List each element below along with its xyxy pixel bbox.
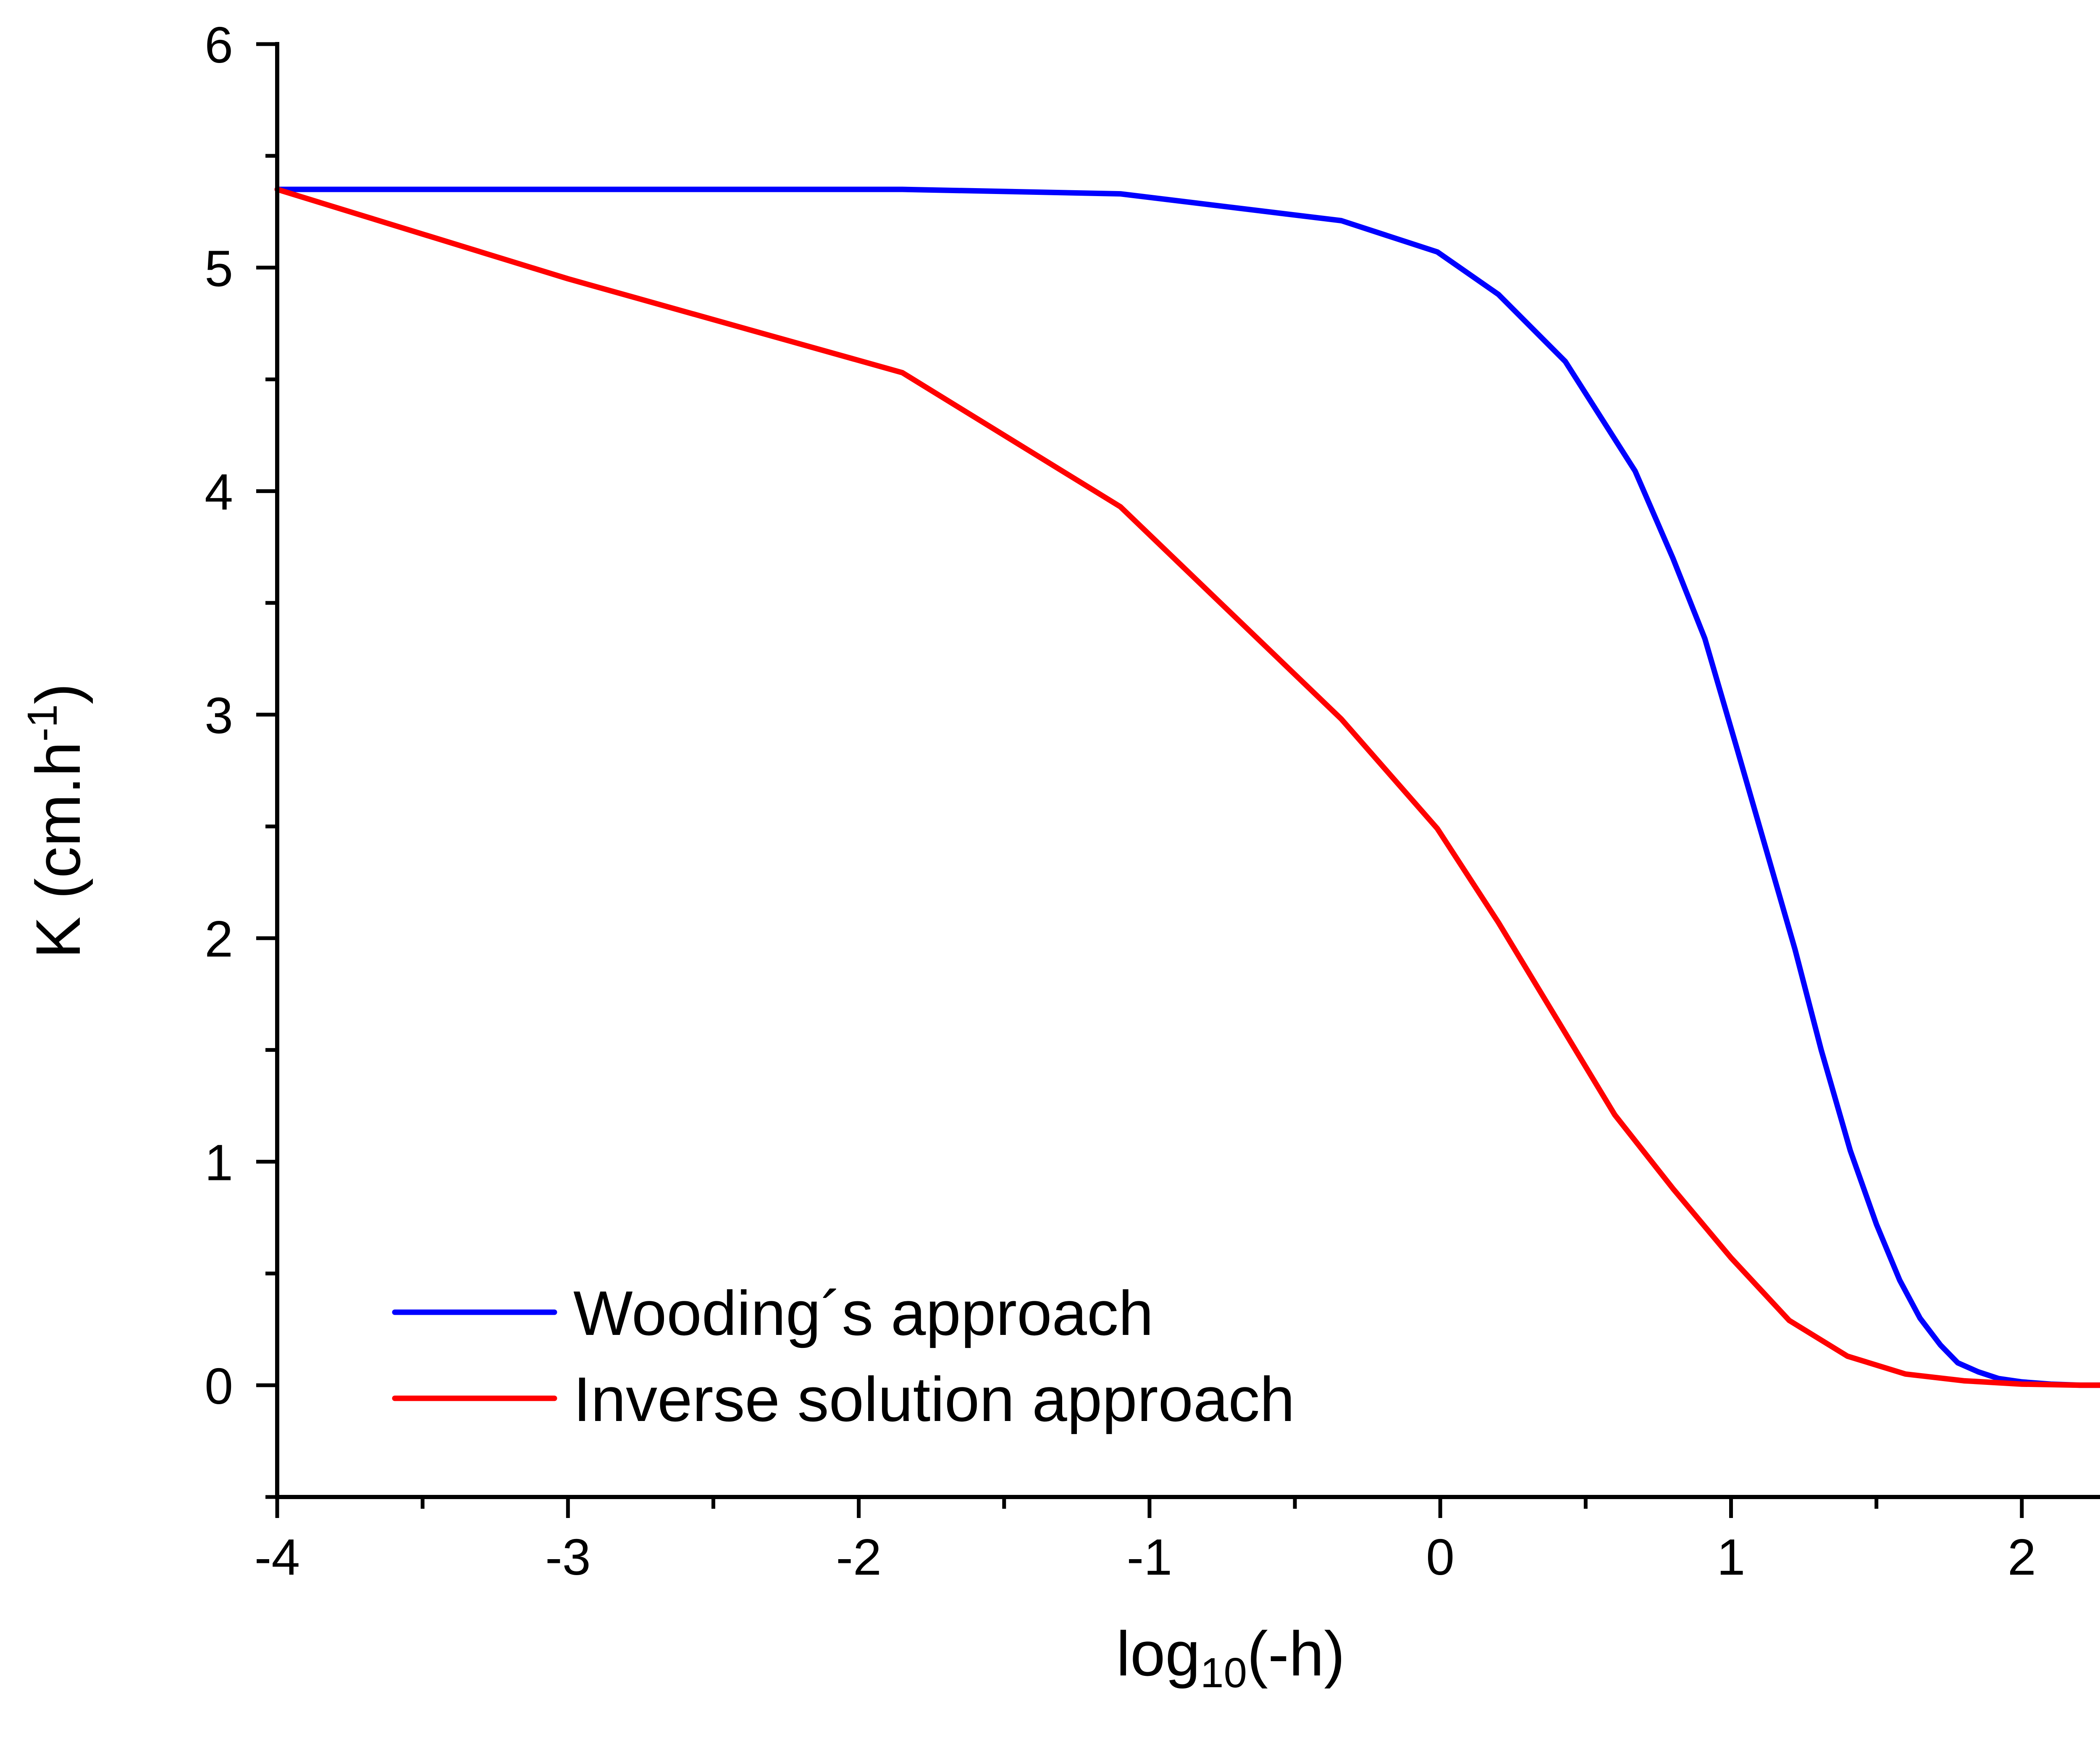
x-tick-label: -2: [836, 1528, 881, 1586]
x-tick-label: 0: [1426, 1528, 1454, 1586]
legend-label-1: Wooding´s approach: [573, 1278, 1153, 1348]
y-tick-label: 1: [205, 1134, 233, 1191]
x-axis-title-base: log: [1116, 1618, 1200, 1689]
x-tick-label: -4: [255, 1528, 300, 1586]
x-axis-title: log10(-h): [1116, 1618, 1345, 1696]
y-axis-title: K (cm.h-1): [19, 683, 93, 959]
y-tick-label: 4: [205, 464, 233, 521]
x-tick-label: -1: [1127, 1528, 1172, 1586]
x-tick-label: 1: [1717, 1528, 1746, 1586]
y-tick-label: 6: [205, 16, 233, 73]
legend: Wooding´s approach Inverse solution appro…: [392, 1278, 1295, 1434]
tick-labels: -4 -3 -2 -1 0 1 2 0 1 2 3 4 5 6: [205, 16, 2036, 1586]
y-tick-label: 2: [205, 910, 233, 967]
y-axis-title-superscript: -1: [19, 704, 66, 742]
series-line-1: [274, 186, 2100, 1388]
x-tick-label: -3: [545, 1528, 591, 1586]
x-axis-title-subscript: 10: [1200, 1649, 1247, 1696]
y-axis-title-base: K (cm.h: [23, 742, 93, 959]
legend-label-2: Inverse solution approach: [573, 1364, 1295, 1434]
y-tick-label: 0: [205, 1358, 233, 1415]
series-line-2: [274, 186, 2100, 1388]
y-tick-label: 3: [205, 687, 233, 744]
y-axis-title-rest: ): [23, 683, 93, 704]
x-tick-label: 2: [2008, 1528, 2036, 1586]
series-layer: [274, 186, 2100, 1388]
x-axis-title-rest: (-h): [1247, 1618, 1345, 1689]
y-tick-label: 5: [205, 240, 233, 297]
